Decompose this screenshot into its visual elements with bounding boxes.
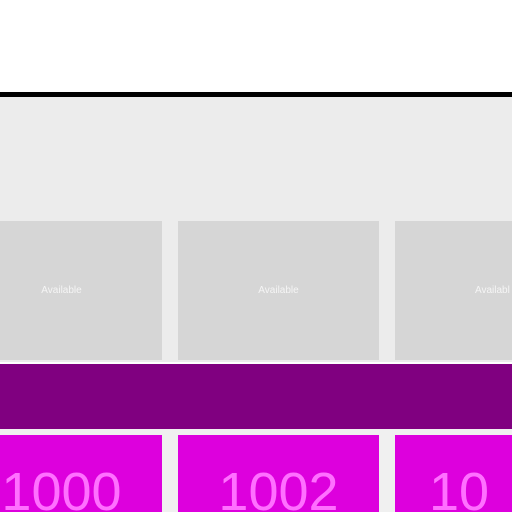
available-slot-label: Availabl <box>475 285 510 296</box>
room-tile[interactable]: 10 <box>395 435 512 512</box>
available-slot-tile[interactable]: Available <box>178 221 379 360</box>
room-tile[interactable]: 1000 <box>0 435 162 512</box>
room-tile[interactable]: 1002 <box>178 435 379 512</box>
room-number: 1002 <box>218 462 339 512</box>
available-slot-tile[interactable]: Availabl <box>395 221 512 360</box>
section-band <box>0 364 512 429</box>
available-slot-tile[interactable]: Available <box>0 221 162 360</box>
room-number: 1000 <box>1 462 122 512</box>
divider-line <box>0 92 512 97</box>
available-slot-label: Available <box>41 285 82 296</box>
header-area <box>0 0 512 92</box>
available-slot-label: Available <box>258 285 299 296</box>
room-number: 10 <box>429 462 490 512</box>
